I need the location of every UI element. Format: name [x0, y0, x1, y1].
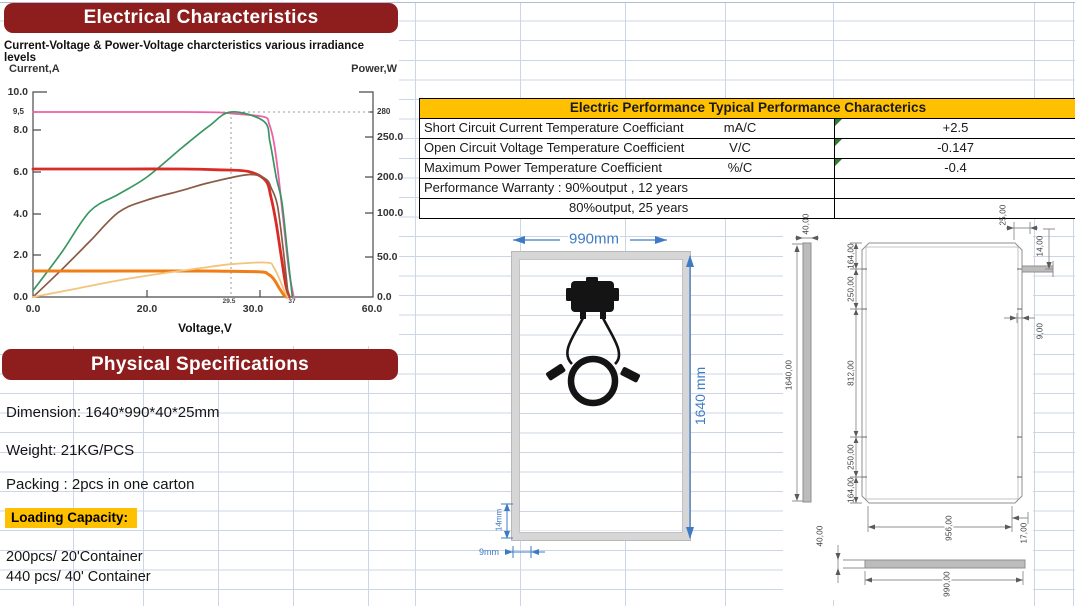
cad-bar-length-dim: 990,00 [942, 570, 952, 598]
chart-title: Current-Voltage & Power-Voltage charcter… [4, 40, 365, 64]
y-right-tick: 280 [377, 107, 391, 116]
row-value: -0.147 [937, 140, 974, 155]
y-left-tick: 0.0 [13, 291, 28, 303]
warranty-text: 80%output, 25 years [569, 200, 689, 215]
electric-performance-table: Electric Performance Typical Performance… [419, 98, 1075, 219]
table-row-warranty: Performance Warranty : 90%output , 12 ye… [420, 178, 1075, 198]
y-left-minor-tick: 9,5 [12, 107, 24, 116]
electrical-characteristics-banner: Electrical Characteristics [4, 3, 398, 33]
table-row: Open Circuit Voltage Temperature Coeffic… [420, 138, 1075, 158]
cad-side-length-dim: 1640,00 [784, 359, 794, 391]
cad-segment-dim: 812,00 [846, 360, 856, 386]
y-right-tick: 50.0 [377, 251, 398, 263]
empty-value-cell [834, 179, 1075, 198]
frame-inset-dim: 9mm [479, 547, 499, 557]
grid-column-line [415, 2, 416, 606]
cad-bar-thickness-dim: 40,00 [815, 525, 825, 547]
y-left-tick: 10.0 [7, 86, 28, 98]
row-value: -0.4 [944, 160, 967, 175]
cad-corner-offset-dim: 14,00 [1035, 235, 1045, 257]
row-unit: mA/C [723, 120, 757, 135]
cell-error-indicator-icon [835, 119, 842, 126]
chart-background [0, 33, 399, 346]
row-value: +2.5 [942, 120, 969, 135]
panel-height-dim: 1640 mm [692, 366, 708, 426]
y-left-tick: 6.0 [13, 166, 28, 178]
table-row: Maximum Power Temperature Coefficient %/… [420, 158, 1075, 178]
x-tick: 20.0 [136, 303, 158, 315]
row-value-cell[interactable]: +2.5 [834, 119, 1075, 138]
row-value-cell[interactable]: -0.4 [834, 159, 1075, 178]
grid-column-line [1073, 2, 1074, 606]
y-right-tick: 100.0 [377, 207, 404, 219]
row-label: Open Circuit Voltage Temperature Coeffic… [424, 140, 685, 155]
row-label: Maximum Power Temperature Coefficient [424, 160, 662, 175]
y-left-tick: 8.0 [13, 124, 28, 136]
y-left-tick: 4.0 [13, 208, 28, 220]
cad-segment-dim: 164,00 [846, 243, 856, 269]
grid-column-line [1034, 2, 1035, 606]
x-minor-tick: 37 [288, 298, 296, 305]
grid-column-line [725, 2, 726, 606]
right-axis-title: Power,W [351, 63, 397, 75]
y-left-tick: 2.0 [13, 249, 28, 261]
row-value-cell[interactable]: -0.147 [834, 139, 1075, 158]
x-tick: 0.0 [25, 303, 41, 315]
x-tick: 30.0 [242, 303, 264, 315]
cad-bottom-width-dim: 956,00 [944, 514, 954, 542]
warranty-text: Performance Warranty : 90%output , 12 ye… [424, 180, 688, 195]
sheet-top-border [0, 2, 1075, 3]
cad-corner-hole-dim: 9,00 [1035, 322, 1045, 340]
packing-spec: Packing : 2pcs in one carton [6, 476, 195, 492]
weight-spec: Weight: 21KG/PCS [6, 442, 135, 458]
empty-value-cell [834, 199, 1075, 218]
cell-error-indicator-icon [835, 139, 842, 146]
table-header: Electric Performance Typical Performance… [420, 99, 1075, 118]
cad-segment-dim: 164,00 [846, 477, 856, 503]
y-right-tick: 0.0 [377, 291, 392, 303]
table-row-warranty: 80%output, 25 years [420, 198, 1075, 218]
cad-side-thickness-dim: 40,00 [801, 213, 811, 235]
x-minor-tick: 29.5 [222, 298, 236, 305]
x-tick: 60.0 [361, 303, 383, 315]
y-right-tick: 200.0 [377, 171, 404, 183]
y-right-tick: 250.0 [377, 131, 404, 143]
row-label: Short Circuit Current Temperature Coeffi… [424, 120, 684, 135]
row-unit: %/C [727, 160, 753, 175]
loading-capacity-label: Loading Capacity: [5, 508, 138, 528]
table-row: Short Circuit Current Temperature Coeffi… [420, 118, 1075, 138]
cad-corner-inset-dim: 17,00 [1019, 522, 1029, 544]
dimension-spec: Dimension: 1640*990*40*25mm [6, 404, 220, 421]
cad-segment-dim: 250,00 [846, 444, 856, 470]
physical-specifications-banner: Physical Specifications [2, 349, 398, 380]
capacity-40ft: 440 pcs/ 40' Container [6, 569, 151, 585]
cad-segment-dim: 250,00 [846, 276, 856, 302]
cad-corner-width-dim: 25,00 [998, 204, 1008, 226]
row-unit: V/C [729, 140, 751, 155]
panel-outline-drawing [512, 252, 690, 540]
frame-thickness-dim: 14mm [494, 508, 504, 532]
left-axis-title: Current,A [9, 63, 60, 75]
cell-error-indicator-icon [835, 159, 842, 166]
panel-width-dim: 990mm [567, 230, 621, 248]
x-axis-title: Voltage,V [178, 321, 232, 335]
capacity-20ft: 200pcs/ 20'Container [6, 549, 143, 565]
